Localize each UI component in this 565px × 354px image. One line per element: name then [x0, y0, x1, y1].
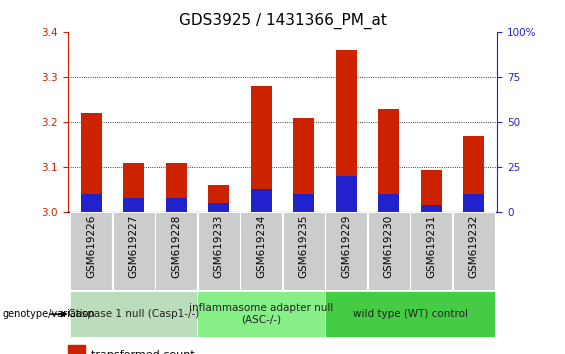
Bar	[378, 109, 399, 212]
Text: Caspase 1 null (Casp1-/-): Caspase 1 null (Casp1-/-)	[68, 309, 199, 319]
Bar	[325, 212, 367, 290]
Text: inflammasome adapter null
(ASC-/-): inflammasome adapter null (ASC-/-)	[189, 303, 333, 325]
Bar	[241, 212, 282, 290]
Bar	[336, 176, 357, 212]
Title: GDS3925 / 1431366_PM_at: GDS3925 / 1431366_PM_at	[179, 13, 386, 29]
Bar	[293, 194, 314, 212]
Bar	[463, 194, 484, 212]
Bar	[336, 50, 357, 212]
Text: GSM619227: GSM619227	[129, 215, 138, 278]
Bar	[368, 212, 410, 290]
Bar	[208, 204, 229, 212]
Bar	[378, 194, 399, 212]
Text: GSM619226: GSM619226	[86, 215, 96, 278]
Bar	[166, 198, 187, 212]
Bar	[421, 170, 442, 212]
Text: GSM619231: GSM619231	[427, 215, 436, 278]
Bar	[421, 205, 442, 212]
Bar	[166, 163, 187, 212]
Bar	[68, 346, 85, 354]
Text: wild type (WT) control: wild type (WT) control	[353, 309, 468, 319]
Text: GSM619230: GSM619230	[384, 215, 394, 278]
Bar	[208, 185, 229, 212]
Text: GSM619232: GSM619232	[469, 215, 479, 278]
Text: GSM619235: GSM619235	[299, 215, 308, 278]
Bar	[325, 291, 495, 337]
Bar	[81, 194, 102, 212]
Text: GSM619233: GSM619233	[214, 215, 224, 278]
Text: transformed count: transformed count	[92, 350, 195, 354]
Bar	[70, 291, 198, 337]
Text: GSM619229: GSM619229	[341, 215, 351, 278]
Text: GSM619228: GSM619228	[171, 215, 181, 278]
Bar	[198, 291, 325, 337]
Bar	[463, 136, 484, 212]
Bar	[81, 113, 102, 212]
Bar	[113, 212, 155, 290]
Bar	[198, 212, 240, 290]
Bar	[410, 212, 452, 290]
Bar	[453, 212, 494, 290]
Text: genotype/variation: genotype/variation	[3, 309, 95, 319]
Bar	[123, 163, 144, 212]
Bar	[283, 212, 324, 290]
Bar	[123, 198, 144, 212]
Text: GSM619234: GSM619234	[257, 215, 266, 278]
Bar	[251, 189, 272, 212]
Bar	[155, 212, 197, 290]
Bar	[293, 118, 314, 212]
Bar	[251, 86, 272, 212]
Bar	[71, 212, 112, 290]
